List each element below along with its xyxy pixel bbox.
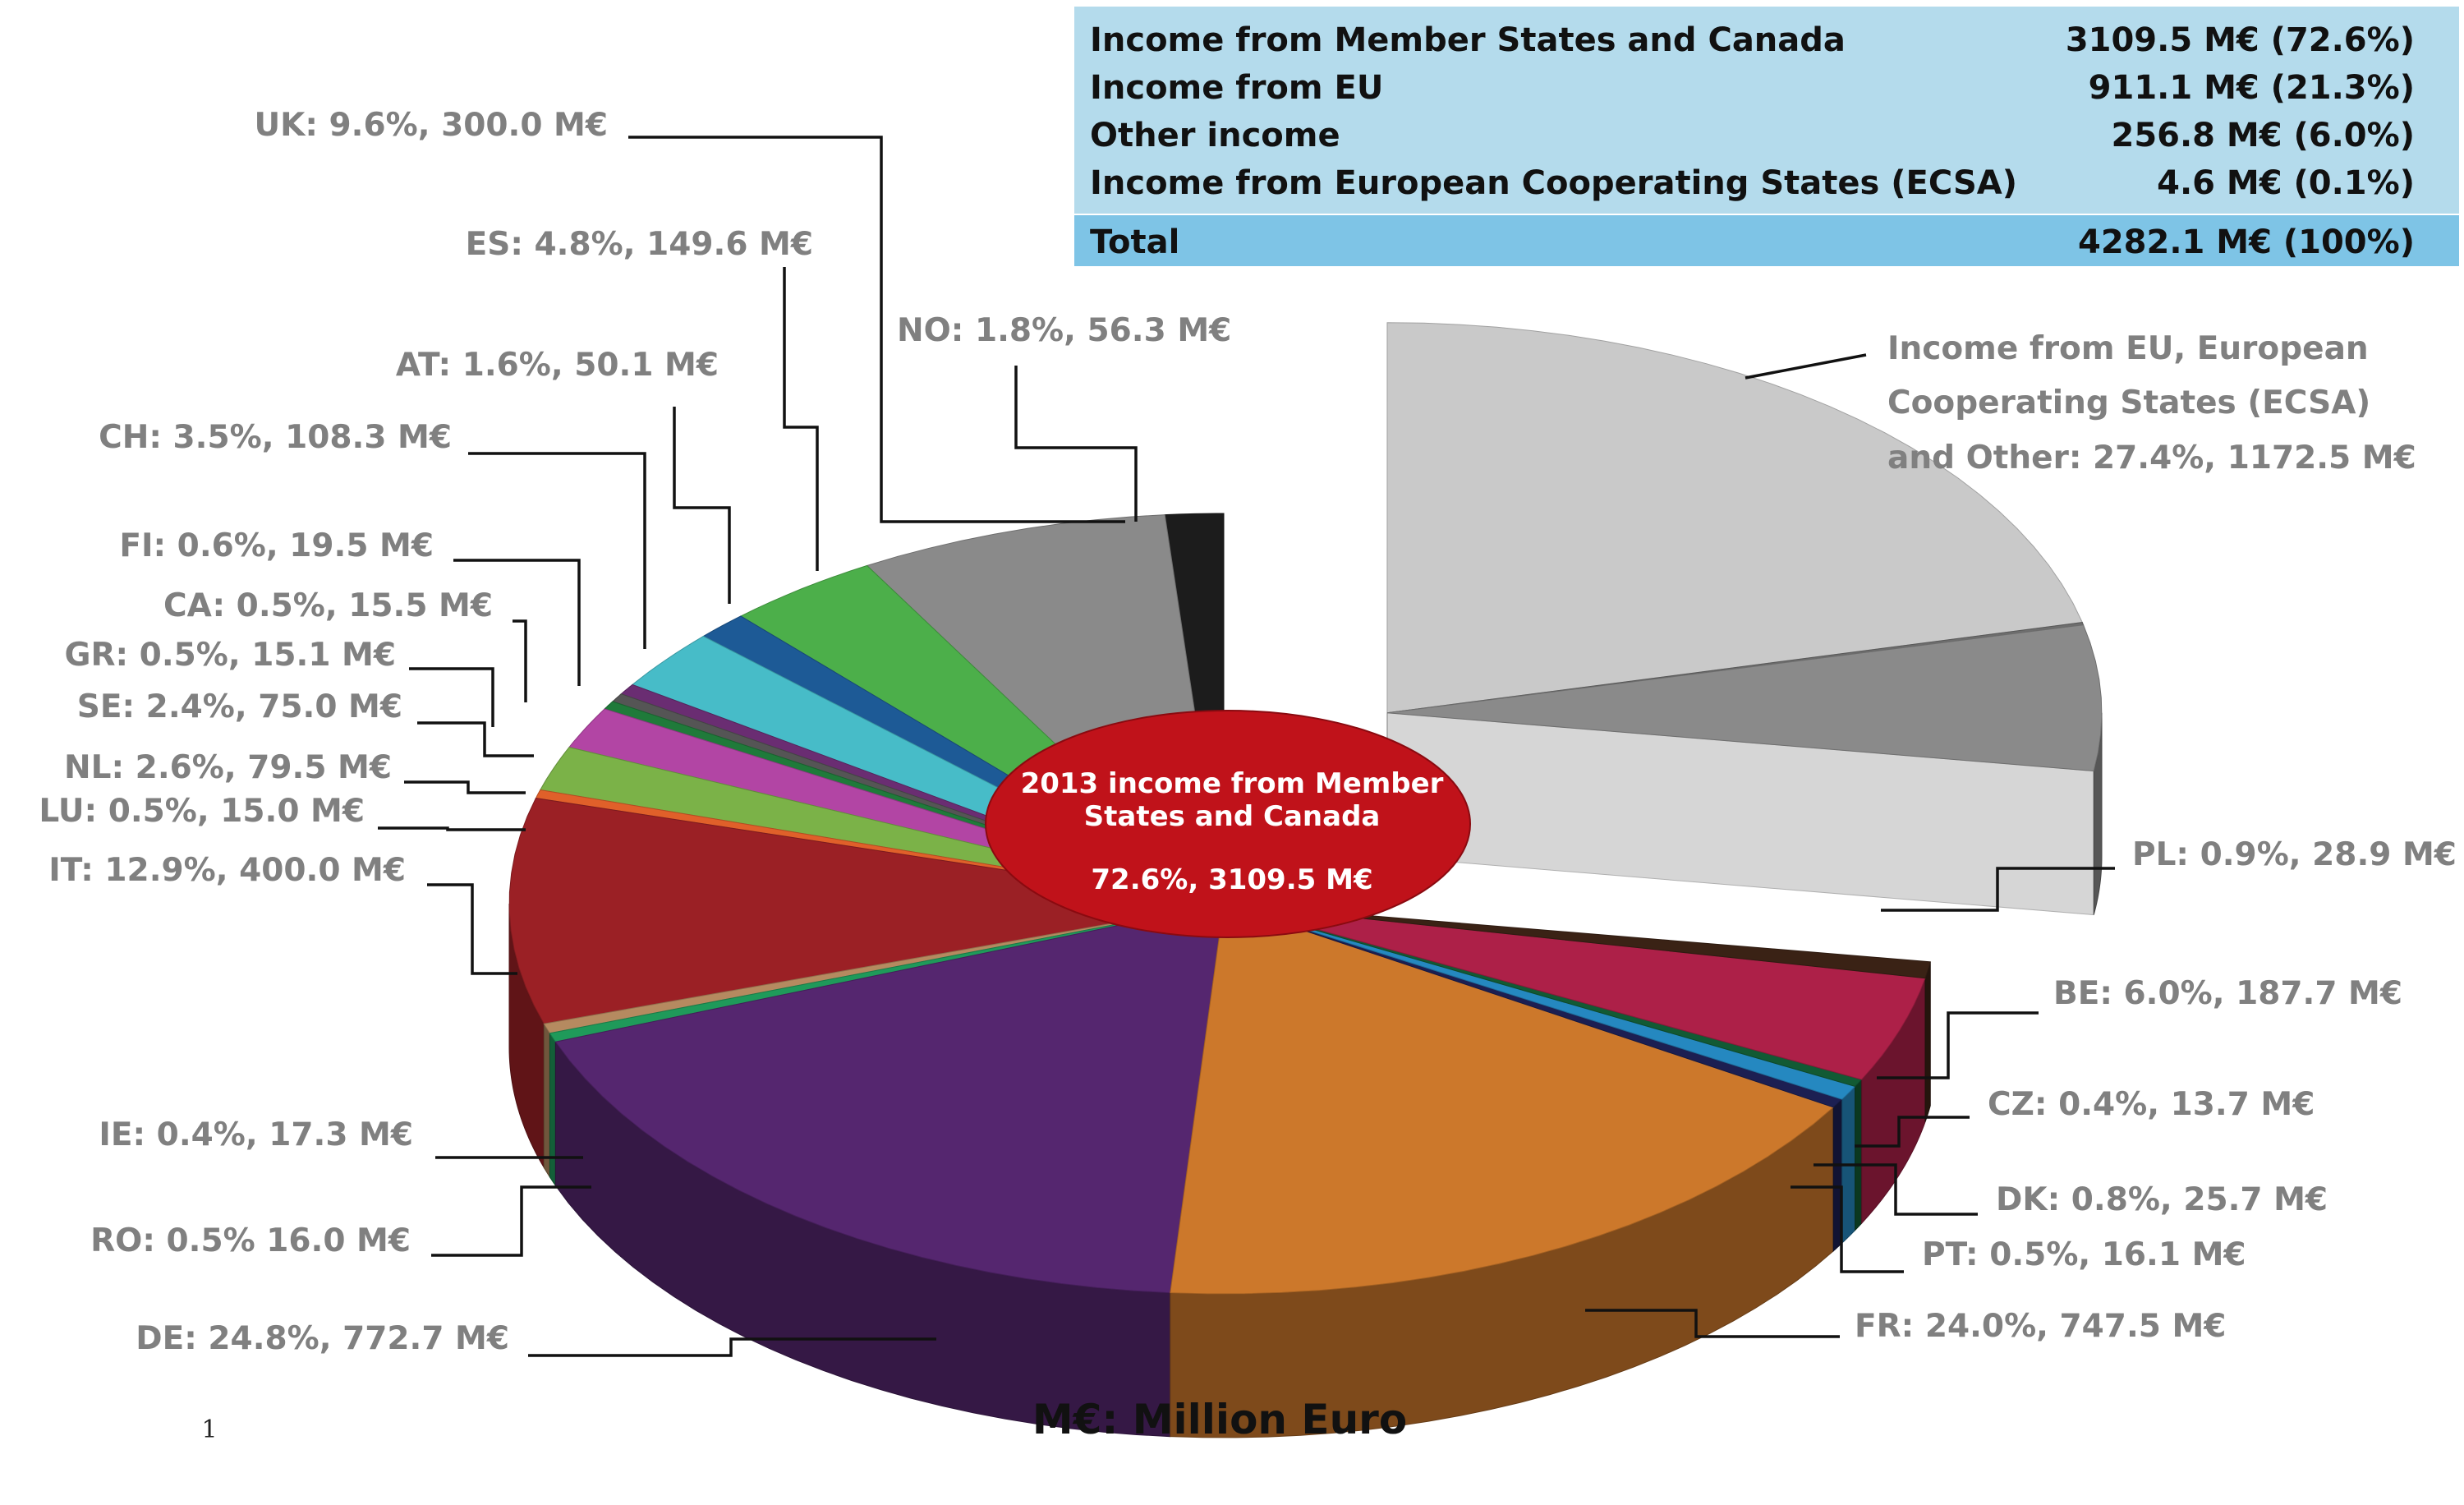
leader-it: [427, 883, 517, 975]
leader-at: [673, 407, 731, 604]
slice-labels: NO: 1.8%, 56.3 M€ UK: 9.6%, 300.0 M€ ES: 4…: [39, 107, 2457, 1357]
label-fr: FR: 24.0%, 747.5 M€: [1855, 1308, 2226, 1345]
summary-row-label: Income from EU: [1090, 69, 1383, 107]
label-lu: LU: 0.5%, 15.0 M€: [39, 793, 365, 830]
leader-cz: [1855, 1116, 1970, 1148]
slice-be: [1223, 903, 1926, 1080]
center-ellipse: [985, 710, 1471, 938]
slice-pl-side: [1924, 961, 1931, 1122]
slice-pl: [1223, 903, 1931, 979]
label-es: ES: 4.8%, 149.6 M€: [466, 226, 813, 263]
summary-row-label: Income from European Cooperating States …: [1090, 164, 2017, 202]
label-pt: PT: 0.5%, 16.1 M€: [1922, 1236, 2246, 1273]
slice-it: [508, 798, 1225, 1024]
label-se: SE: 2.4%, 75.0 M€: [77, 688, 402, 725]
leader-lu: [378, 826, 526, 831]
label-pl: PL: 0.9%, 28.9 M€: [2132, 836, 2457, 873]
slice-cz-side: [1855, 1078, 1863, 1231]
slice-ro-side: [549, 1032, 556, 1187]
leader-gr: [409, 667, 494, 727]
label-uk: UK: 9.6%, 300.0 M€: [254, 107, 608, 144]
label-at: AT: 1.6%, 50.1 M€: [396, 347, 719, 384]
label-it: IT: 12.9%, 400.0 M€: [48, 852, 406, 889]
label-ca: CA: 0.5%, 15.5 M€: [163, 587, 493, 624]
center-label-line1: 2013 income from Member: [1021, 767, 1444, 800]
exploded-other: [1386, 624, 2103, 772]
summary-row-value: 3109.5 M€ (72.6%): [2066, 21, 2415, 59]
leader-nl: [404, 780, 526, 794]
summary-table: Income from Member States and Canada 3109…: [1074, 7, 2459, 266]
slice-fr: [1170, 903, 1835, 1295]
footnote: M€: Million Euro: [1032, 1396, 1407, 1443]
slice-ie-side: [543, 1022, 550, 1179]
summary-row-value: 4.6 M€ (0.1%): [2157, 164, 2415, 202]
summary-table-body: [1074, 7, 2459, 214]
label-ro: RO: 0.5% 16.0 M€: [90, 1222, 411, 1259]
leader-exploded: [1745, 353, 1867, 380]
leader-fr: [1585, 1309, 1840, 1338]
summary-table-total-row: [1074, 215, 2459, 266]
leader-es: [783, 267, 819, 571]
slice-cz: [1223, 903, 1863, 1088]
summary-total-label: Total: [1090, 223, 1179, 261]
label-no: NO: 1.8%, 56.3 M€: [897, 312, 1231, 349]
leader-fi: [453, 559, 581, 686]
summary-row-value: 911.1 M€ (21.3%): [2089, 69, 2415, 107]
exploded-eu: [1386, 322, 2084, 714]
leader-ch: [468, 452, 646, 649]
slice-pt: [1223, 903, 1843, 1108]
leader-uk: [628, 136, 1125, 523]
center-label-line3: 72.6%, 3109.5 M€: [1091, 863, 1372, 896]
leader-de: [528, 1337, 936, 1357]
leader-se: [417, 721, 534, 757]
label-nl: NL: 2.6%, 79.5 M€: [64, 749, 392, 786]
center-label-line2: States and Canada: [1084, 800, 1381, 833]
label-ie: IE: 0.4%, 17.3 M€: [99, 1116, 413, 1153]
label-exploded-line-3: and Other: 27.4%, 1172.5 M€: [1887, 440, 2416, 476]
summary-total-value: 4282.1 M€ (100%): [2078, 223, 2415, 261]
leader-lines: [378, 136, 2115, 1357]
leader-no: [1014, 366, 1138, 522]
leader-be: [1877, 1011, 2039, 1079]
slice-de: [554, 903, 1225, 1294]
leader-pl: [1881, 867, 2115, 912]
label-dk: DK: 0.8%, 25.7 M€: [1996, 1181, 2328, 1218]
label-ch: CH: 3.5%, 108.3 M€: [99, 419, 452, 456]
label-gr: GR: 0.5%, 15.1 M€: [64, 637, 396, 674]
summary-row-value: 256.8 M€ (6.0%): [2111, 117, 2415, 154]
summary-row-label: Other income: [1090, 117, 1340, 154]
label-be: BE: 6.0%, 187.7 M€: [2053, 975, 2402, 1012]
label-fi: FI: 0.6%, 19.5 M€: [119, 527, 434, 564]
leader-pt: [1791, 1185, 1904, 1273]
leader-ca: [513, 619, 527, 702]
label-exploded-line-1: Income from EU, European: [1887, 330, 2369, 367]
summary-row-label: Income from Member States and Canada: [1090, 21, 1846, 59]
slice-dk: [1223, 903, 1856, 1100]
leader-ro: [431, 1185, 591, 1257]
label-exploded-line-2: Cooperating States (ECSA): [1887, 384, 2370, 421]
label-de: DE: 24.8%, 772.7 M€: [136, 1320, 509, 1357]
page-number: 1: [201, 1415, 217, 1444]
label-cz: CZ: 0.4%, 13.7 M€: [1988, 1086, 2315, 1123]
leader-dk: [1814, 1163, 1978, 1216]
